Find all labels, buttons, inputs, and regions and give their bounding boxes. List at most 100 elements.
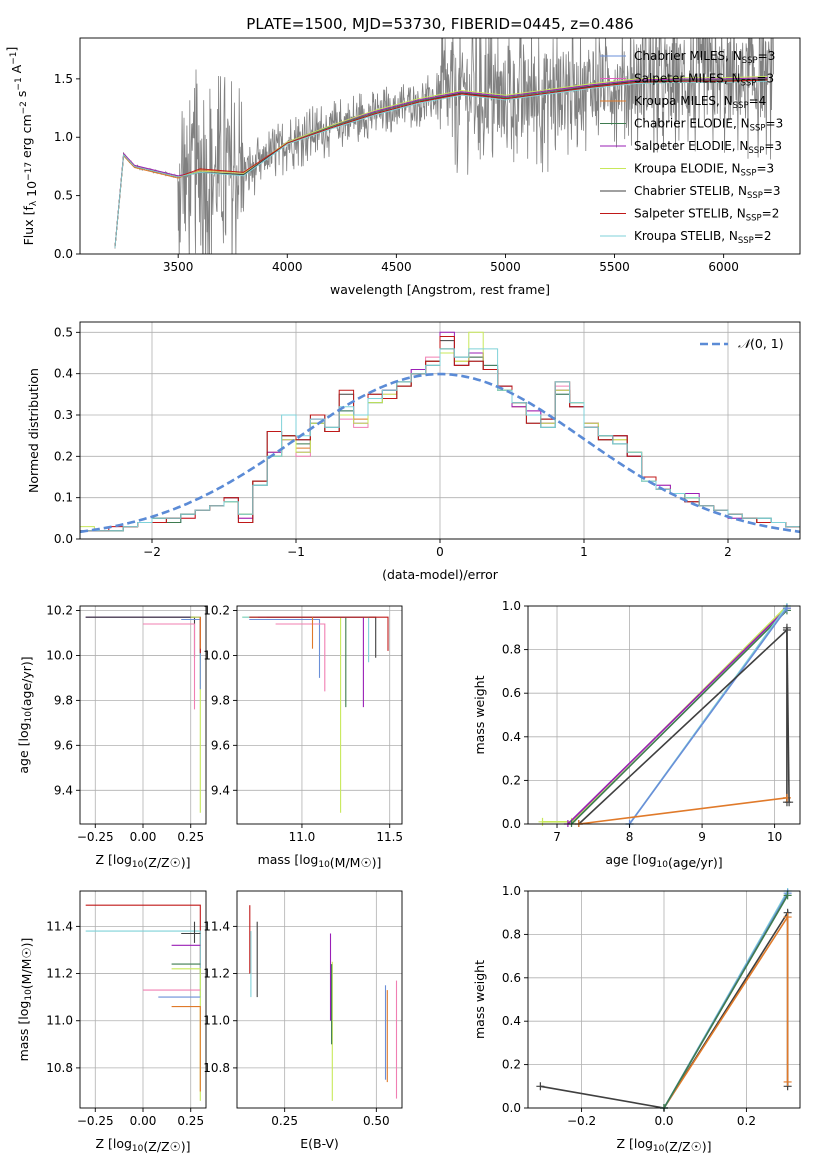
x-tick-label: 6000 <box>708 260 739 274</box>
mass-vs-EBV-panel: 0.25 0.50 10.8 11.0 11.2 11.4 E(B-V) <box>203 890 403 1151</box>
legend-label: Kroupa STELIB, NSSP=2 <box>634 229 772 246</box>
axes-frame <box>236 890 403 1109</box>
y-tick-label: 0.6 <box>502 971 521 985</box>
x-tick-label: 0.2 <box>737 1114 756 1128</box>
legend-label: Salpeter STELIB, NSSP=2 <box>634 207 779 224</box>
series-line <box>786 627 790 803</box>
x-tick-label: −1 <box>287 545 305 559</box>
y-axis-label: Flux [fλ 10−17 erg cm−2 s−1 A−1] <box>4 47 39 246</box>
x-axis-label: Z [log10(Z/Z☉)] <box>95 1136 190 1154</box>
series-line <box>249 618 321 678</box>
x-tick-label: 3500 <box>163 260 194 274</box>
y-tick-label: 0.0 <box>502 817 521 831</box>
y-tick-label: 1.0 <box>54 130 73 144</box>
x-axis-label: age [log10(age/yr)] <box>605 852 722 870</box>
x-tick-label: 1 <box>580 545 588 559</box>
data-point <box>782 623 791 632</box>
x-tick-label: 0.50 <box>363 1114 390 1128</box>
y-tick-label: 9.4 <box>211 783 230 797</box>
series-line <box>275 623 326 692</box>
x-tick-label: 0.00 <box>130 1114 157 1128</box>
axes-frame <box>236 605 403 825</box>
series-line <box>663 914 789 1109</box>
x-axis-label: Z [log10(Z/Z☉)] <box>616 1136 711 1154</box>
y-tick-label: 10.0 <box>46 648 73 662</box>
y-tick-label: 0.0 <box>502 1101 521 1115</box>
x-tick-label: −2 <box>143 545 161 559</box>
y-tick-label: 9.8 <box>54 693 73 707</box>
series-line <box>578 797 787 825</box>
x-tick-label: 10 <box>767 830 782 844</box>
y-tick-label: 0.4 <box>54 367 73 381</box>
series-line <box>85 616 196 658</box>
y-tick-label: 11.4 <box>203 919 230 933</box>
legend-label: Salpeter ELODIE, NSSP=3 <box>634 139 782 156</box>
data-point <box>782 604 791 613</box>
y-tick-label: 10.2 <box>203 603 230 617</box>
y-tick-label: 11.4 <box>46 919 73 933</box>
x-tick-label: 5000 <box>490 260 521 274</box>
x-tick-label: 0.25 <box>271 1114 298 1128</box>
legend-label: Chabrier ELODIE, NSSP=3 <box>634 117 783 134</box>
y-tick-label: 11.2 <box>203 967 230 981</box>
legend-label: Chabrier STELIB, NSSP=3 <box>634 184 781 201</box>
data-point <box>538 817 547 826</box>
y-tick-label: 9.8 <box>211 693 230 707</box>
y-tick-label: 9.4 <box>54 783 73 797</box>
plot-area <box>242 616 389 813</box>
y-tick-label: 0.1 <box>54 491 73 505</box>
data-point <box>783 1077 792 1086</box>
y-tick-label: 10.8 <box>46 1061 73 1075</box>
x-tick-label: 5500 <box>599 260 630 274</box>
y-axis-label: age [log10(age/yr)] <box>16 656 34 773</box>
data-point <box>783 913 792 922</box>
y-tick-label: 11.0 <box>203 1014 230 1028</box>
x-tick-label: 7 <box>553 830 561 844</box>
y-tick-label: 0.6 <box>502 686 521 700</box>
y-tick-label: 1.0 <box>502 884 521 898</box>
age-vs-Z-panel: −0.25 0.00 0.25 9.4 9.6 9.8 10.0 10.2 Z [log10(Z… <box>16 603 207 870</box>
series-line <box>143 623 196 710</box>
legend: Chabrier MILES, NSSP=3 Salpeter MILES, NS… <box>600 49 783 246</box>
massweight-vs-age-panel: 7 8 9 10 0.0 0.2 0.4 0.6 0.8 1.0 age [log10(age/yr… <box>472 599 801 870</box>
residuals-panel: −2 −1 0 1 2 0.0 0.1 0.2 0.3 0.4 0.5 (data-model)/er… <box>26 321 801 582</box>
massweight-vs-Z-panel: −0.2 0.0 0.2 0.0 0.2 0.4 0.6 0.8 1.0 Z [log10(Z/Z… <box>472 884 801 1154</box>
x-tick-label: 8 <box>626 830 634 844</box>
y-axis-label: Normed distribution <box>26 368 41 493</box>
x-tick-label: 0 <box>436 545 444 559</box>
x-axis-label: wavelength [Angstrom, rest frame] <box>330 282 550 297</box>
data-point <box>785 798 794 807</box>
y-tick-label: 11.0 <box>46 1014 73 1028</box>
y-tick-label: 10.8 <box>203 1061 230 1075</box>
normal-curve <box>80 372 800 534</box>
x-tick-label: −0.25 <box>77 1114 114 1128</box>
plot-area <box>85 904 201 1101</box>
x-tick-label: 2 <box>724 545 732 559</box>
model-series-line <box>114 80 768 249</box>
y-tick-label: 0.3 <box>54 408 73 422</box>
y-tick-label: 0.2 <box>502 1058 521 1072</box>
y-tick-label: 10.0 <box>203 648 230 662</box>
spectrum-plot-area <box>114 38 774 254</box>
y-tick-label: 0.2 <box>502 773 521 787</box>
x-tick-label: −0.25 <box>77 830 114 844</box>
plot-area <box>85 616 201 813</box>
y-tick-label: 0.4 <box>502 1014 521 1028</box>
series-line <box>663 894 789 1109</box>
y-tick-label: 0.8 <box>502 927 521 941</box>
series-line <box>190 616 201 813</box>
legend-label: Kroupa MILES, NSSP=4 <box>634 94 766 111</box>
series-line <box>242 616 342 813</box>
y-axis-label: mass weight <box>472 960 487 1039</box>
x-tick-label: 9 <box>698 830 706 844</box>
y-tick-label: 0.2 <box>54 449 73 463</box>
x-tick-label: 11.5 <box>376 830 403 844</box>
y-tick-label: 9.6 <box>54 738 73 752</box>
y-tick-label: 10.2 <box>46 603 73 617</box>
series-line <box>171 968 201 1101</box>
y-tick-label: 1.0 <box>502 599 521 613</box>
legend-label: Salpeter MILES, NSSP=3 <box>634 72 774 89</box>
axes-frame <box>527 605 801 825</box>
x-tick-label: −0.2 <box>567 1114 596 1128</box>
